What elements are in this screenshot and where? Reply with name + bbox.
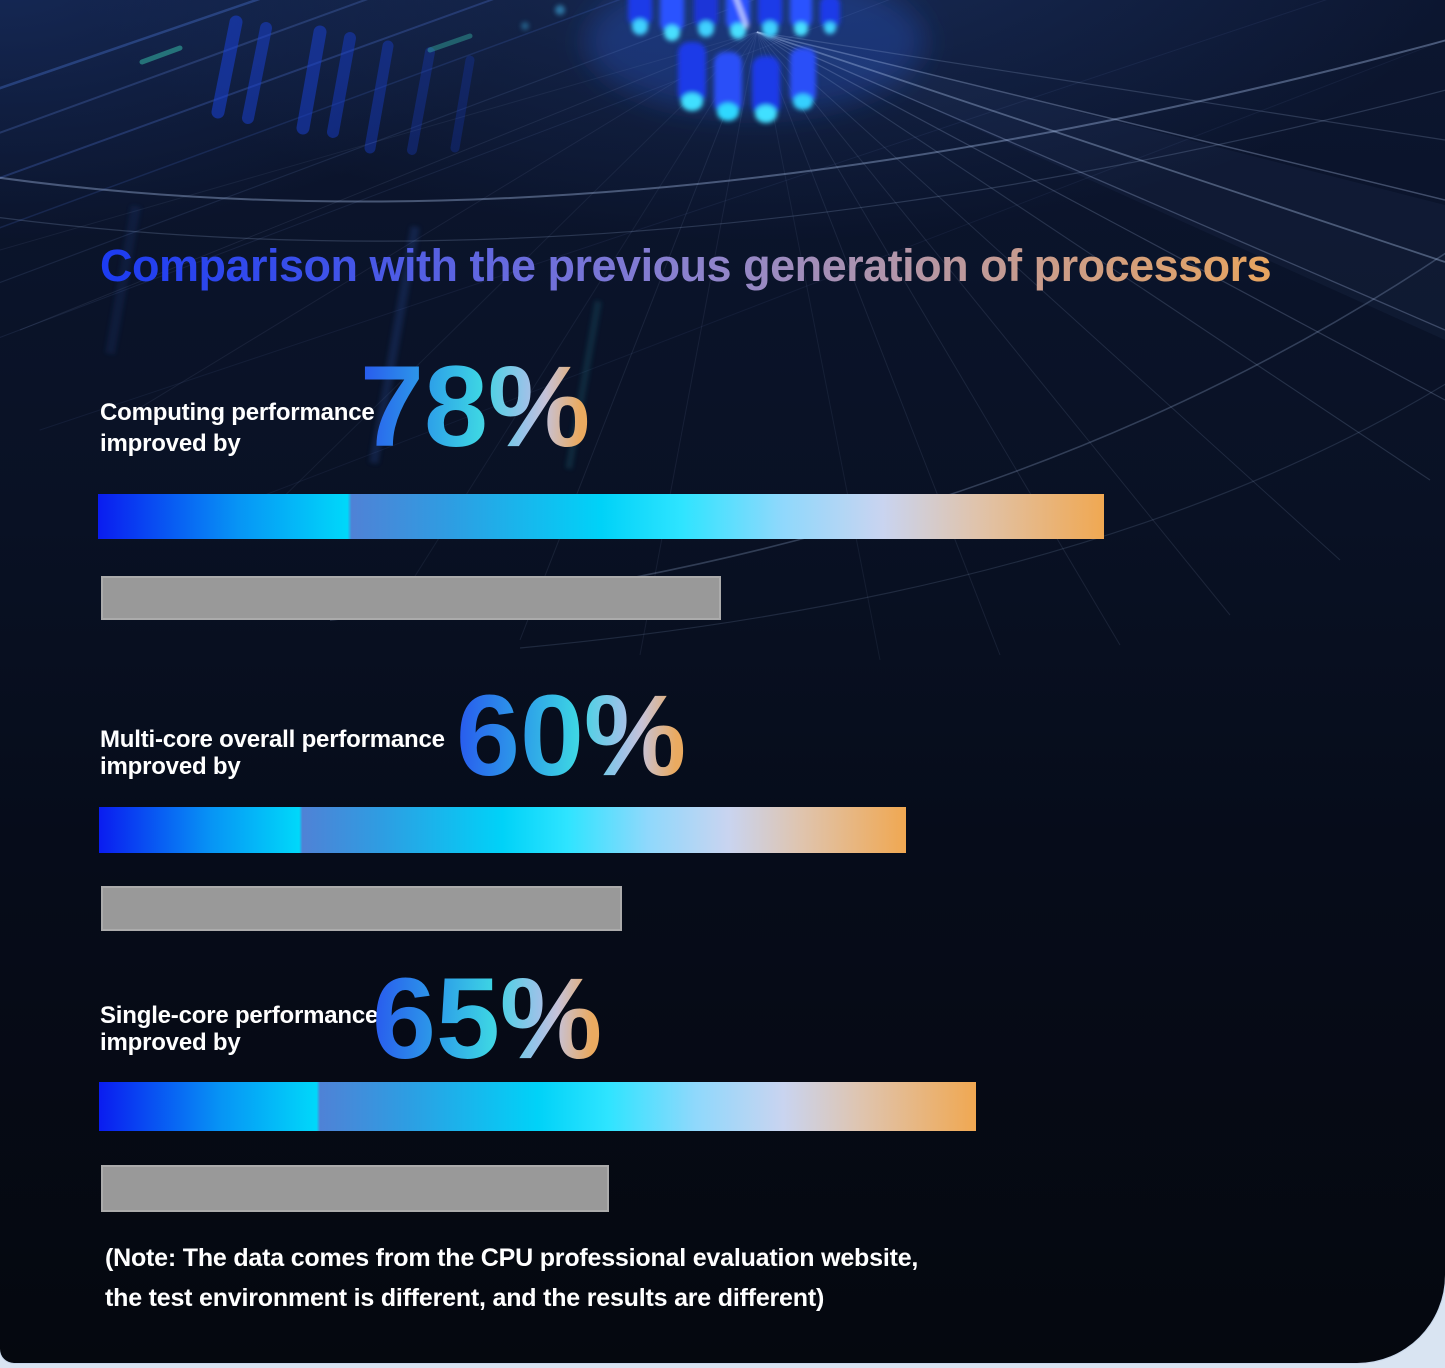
baseline-bar-multicore	[101, 886, 622, 931]
metric-label-line1: Single-core performance	[100, 1002, 379, 1029]
metric-label-line1: Multi-core overall performance	[100, 726, 445, 753]
arc-lines	[0, 39, 1445, 649]
metric-label: Multi-core overall performance improved …	[100, 726, 445, 780]
metric-label-line2: improved by	[100, 1029, 241, 1056]
metric-label: Single-core performance improved by	[100, 1002, 378, 1056]
cpu-pins-glow	[521, 0, 840, 123]
metric-value: 78%	[360, 343, 591, 471]
light-rays	[0, 31, 1445, 661]
baseline-bar-computing	[101, 576, 721, 620]
metric-label-line2: improved by	[100, 753, 241, 780]
page-title: Comparison with the previous generation …	[100, 240, 1272, 291]
baseline-bar-singlecore	[101, 1165, 609, 1212]
tech-background-decoration	[0, 0, 1445, 661]
metric-label: Computing performance improved by	[100, 397, 375, 459]
metric-value: 65%	[372, 955, 603, 1083]
metric-label-line2: improved by	[100, 430, 241, 457]
improved-bar-singlecore	[99, 1082, 976, 1131]
circuit-streaks	[0, 0, 1445, 521]
improved-bar-multicore	[99, 807, 906, 853]
metric-value: 60%	[456, 672, 687, 800]
metric-label-line1: Computing performance	[100, 399, 375, 426]
footnote-line1: (Note: The data comes from the CPU profe…	[105, 1244, 919, 1272]
improved-bar-computing	[98, 494, 1104, 539]
footnote-line2: the test environment is different, and t…	[105, 1284, 825, 1312]
footnote: (Note: The data comes from the CPU profe…	[105, 1238, 918, 1318]
